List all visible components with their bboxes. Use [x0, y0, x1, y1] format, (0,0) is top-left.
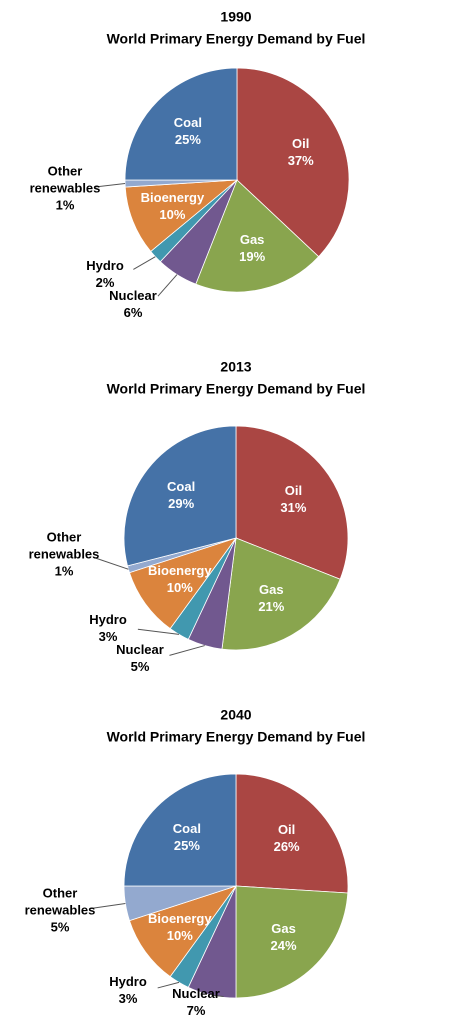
value-label: 1%	[55, 197, 75, 213]
value-label: 37%	[287, 153, 314, 169]
category-label: Other renewables	[28, 529, 100, 562]
pie-slice	[235, 885, 349, 999]
leader-line	[211, 994, 224, 997]
pie-slice	[123, 425, 237, 567]
category-label: Nuclear	[116, 642, 164, 657]
leader-line	[94, 183, 126, 188]
value-label: 31%	[280, 499, 307, 515]
category-label: Coal	[172, 820, 201, 836]
data-label: Other renewables 1%	[25, 163, 105, 214]
pie-slice	[236, 67, 350, 258]
value-label: 19%	[239, 248, 266, 264]
value-label: 3%	[98, 629, 118, 644]
leader-line	[133, 256, 156, 270]
data-label: Oil 26%	[242, 821, 332, 855]
value-label: 24%	[270, 937, 297, 953]
category-label: Gas	[271, 920, 296, 936]
pie-slice	[221, 537, 341, 651]
value-label: 21%	[258, 598, 285, 614]
data-label: Bioenergy 10%	[135, 562, 225, 596]
category-label: Nuclear	[172, 986, 220, 1001]
category-label: Hydro	[86, 258, 124, 273]
value-label: 1%	[54, 563, 74, 579]
data-label: Coal 25%	[142, 820, 232, 854]
value-label: 6%	[123, 305, 143, 320]
leader-line	[89, 903, 126, 910]
data-label: Hydro 2%	[65, 257, 145, 291]
chart-title: 2013	[220, 359, 251, 375]
data-label: Oil 31%	[248, 482, 338, 516]
data-label: Bioenergy 10%	[127, 189, 217, 223]
value-label: 7%	[186, 1003, 206, 1018]
category-label: Hydro	[109, 974, 147, 989]
category-label: Bioenergy	[140, 189, 205, 205]
data-label: Gas 19%	[207, 231, 297, 265]
category-label: Gas	[259, 581, 284, 597]
chart-subtitle: World Primary Energy Demand by Fuel	[107, 381, 366, 397]
category-label: Bioenergy	[148, 910, 212, 926]
data-label: Gas 21%	[226, 581, 316, 615]
leader-line	[157, 981, 180, 989]
data-label: Oil 37%	[256, 135, 346, 169]
value-label: 3%	[118, 991, 138, 1006]
value-label: 10%	[159, 206, 186, 222]
leader-line	[169, 645, 205, 656]
data-label: Nuclear 5%	[100, 641, 180, 675]
chart-subtitle: World Primary Energy Demand by Fuel	[107, 31, 366, 47]
data-label: Coal 29%	[136, 478, 226, 512]
pie-slice	[195, 179, 320, 293]
chart-title: 1990	[220, 9, 251, 25]
value-label: 26%	[273, 839, 300, 855]
value-label: 5%	[50, 919, 70, 935]
value-label: 2%	[95, 275, 115, 290]
category-label: Coal	[167, 479, 196, 495]
data-label: Other renewables 1%	[24, 529, 104, 580]
data-label: Nuclear 6%	[93, 287, 173, 321]
value-label: 10%	[166, 927, 193, 943]
leader-line	[93, 556, 129, 570]
category-label: Oil	[277, 822, 296, 838]
category-label: Oil	[284, 482, 303, 498]
chart-subtitle: World Primary Energy Demand by Fuel	[107, 729, 366, 745]
chart-title: 2040	[220, 707, 251, 723]
category-label: Other renewables	[24, 885, 96, 918]
category-label: Nuclear	[109, 288, 157, 303]
data-label: Nuclear 7%	[156, 985, 236, 1019]
pie-slice	[124, 67, 238, 181]
data-label: Bioenergy 10%	[135, 910, 225, 944]
pie-slice	[235, 425, 349, 580]
category-label: Other renewables	[29, 163, 101, 196]
category-label: Bioenergy	[148, 562, 212, 578]
category-label: Gas	[239, 231, 265, 247]
value-label: 25%	[174, 131, 201, 147]
pie-slice	[123, 773, 237, 887]
category-label: Hydro	[89, 612, 127, 627]
value-label: 25%	[173, 837, 200, 853]
data-label: Hydro 3%	[68, 611, 148, 645]
category-label: Oil	[292, 136, 310, 152]
data-label: Gas 24%	[239, 920, 329, 954]
value-label: 29%	[168, 496, 195, 512]
data-label: Other renewables 5%	[20, 885, 100, 936]
category-label: Coal	[173, 114, 202, 130]
leader-line	[137, 628, 180, 635]
value-label: 10%	[166, 579, 193, 595]
data-label: Coal 25%	[143, 114, 233, 148]
data-label: Hydro 3%	[88, 973, 168, 1007]
pie-slice	[235, 773, 349, 894]
leader-line	[157, 274, 178, 297]
value-label: 5%	[130, 659, 150, 674]
